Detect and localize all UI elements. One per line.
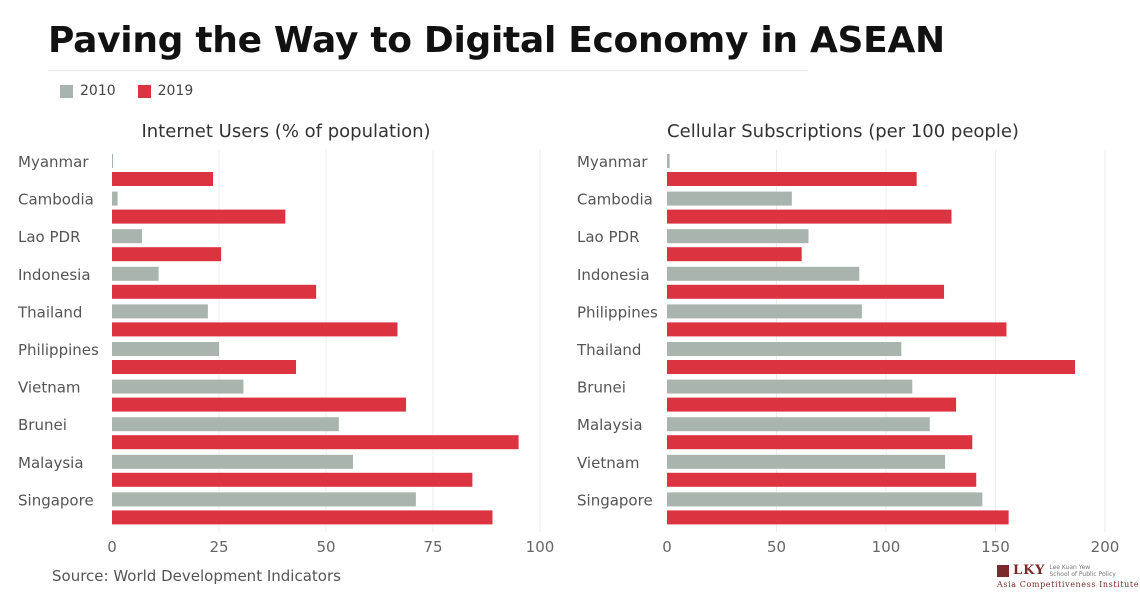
category-label-singapore: Singapore <box>18 491 94 509</box>
bar-philippines-2010 <box>112 342 219 356</box>
bar-lao-pdr-2010 <box>112 229 142 244</box>
x-tick-label-0: 0 <box>107 538 117 556</box>
category-label-brunei: Brunei <box>18 416 67 434</box>
bar-cambodia-2010 <box>667 191 792 206</box>
bar-brunei-2010 <box>112 417 339 432</box>
bar-cambodia-2019 <box>667 209 952 224</box>
bar-thailand-2010 <box>112 304 208 319</box>
bar-philippines-2019 <box>667 322 1007 337</box>
bar-myanmar-2019 <box>667 172 917 186</box>
bar-myanmar-2010 <box>112 154 114 168</box>
bar-thailand-2010 <box>667 342 902 356</box>
bar-vietnam-2019 <box>667 472 977 487</box>
bar-thailand-2019 <box>112 322 398 337</box>
x-tick-label-100: 100 <box>526 538 555 556</box>
category-label-vietnam: Vietnam <box>18 379 81 397</box>
logo-name-line2: School of Public Policy <box>1049 570 1116 578</box>
x-tick-label-200: 200 <box>1091 538 1120 556</box>
title-divider <box>48 70 808 71</box>
category-label-singapore: Singapore <box>577 491 653 509</box>
bar-brunei-2019 <box>667 397 957 412</box>
bar-cambodia-2010 <box>112 191 118 206</box>
bar-indonesia-2010 <box>112 266 159 281</box>
x-tick-label-150: 150 <box>981 538 1010 556</box>
legend-label-2010: 2010 <box>80 83 116 99</box>
x-tick-label-0: 0 <box>662 538 672 556</box>
category-label-lao-pdr: Lao PDR <box>577 228 640 246</box>
bar-cambodia-2019 <box>112 209 286 224</box>
bar-singapore-2010 <box>112 492 416 507</box>
legend-swatch-2010 <box>60 84 73 98</box>
chart-title: Internet Users (% of population) <box>141 121 430 142</box>
category-label-myanmar: Myanmar <box>577 153 648 171</box>
category-label-thailand: Thailand <box>576 341 641 359</box>
bar-philippines-2019 <box>112 360 297 374</box>
category-label-myanmar: Myanmar <box>18 153 89 171</box>
page-title: Paving the Way to Digital Economy in ASE… <box>48 20 945 61</box>
legend-swatch-2019 <box>137 84 151 98</box>
bar-lao-pdr-2019 <box>112 247 222 262</box>
bar-singapore-2019 <box>667 510 1009 525</box>
bar-myanmar-2019 <box>112 172 214 186</box>
bar-vietnam-2010 <box>112 379 244 394</box>
lky-logo: LKY Lee Kuan Yew School of Public Policy… <box>997 563 1140 593</box>
category-label-cambodia: Cambodia <box>577 191 653 209</box>
legend: 2010 2019 <box>60 83 193 99</box>
x-tick-label-100: 100 <box>872 538 901 556</box>
bar-brunei-2019 <box>112 435 519 450</box>
x-tick-label-50: 50 <box>767 538 786 556</box>
logo-name-line1: Lee Kuan Yew <box>1049 563 1091 571</box>
bar-lao-pdr-2010 <box>667 229 809 244</box>
bar-singapore-2010 <box>667 492 983 507</box>
category-label-lao-pdr: Lao PDR <box>18 228 81 246</box>
chart-title: Cellular Subscriptions (per 100 people) <box>667 121 1019 142</box>
logo-square-icon <box>997 564 1009 577</box>
bar-singapore-2019 <box>112 510 493 525</box>
category-label-malaysia: Malaysia <box>577 416 643 434</box>
legend-label-2019: 2019 <box>157 83 194 99</box>
legend-item-2010[interactable]: 2010 <box>60 83 116 99</box>
category-label-cambodia: Cambodia <box>18 191 94 209</box>
bar-brunei-2010 <box>667 379 913 394</box>
category-label-brunei: Brunei <box>577 379 626 397</box>
bar-malaysia-2019 <box>667 435 973 450</box>
x-tick-label-50: 50 <box>316 538 335 556</box>
category-label-philippines: Philippines <box>577 303 658 321</box>
legend-item-2019[interactable]: 2019 <box>137 83 194 99</box>
bar-indonesia-2010 <box>667 266 860 281</box>
category-label-philippines: Philippines <box>18 341 99 359</box>
bar-philippines-2010 <box>667 304 862 319</box>
logo-institute: Asia Competitiveness Institute <box>997 580 1140 589</box>
bar-malaysia-2010 <box>667 417 930 432</box>
category-label-malaysia: Malaysia <box>18 454 84 472</box>
category-label-indonesia: Indonesia <box>577 266 650 284</box>
bar-vietnam-2019 <box>112 397 407 412</box>
bar-thailand-2019 <box>667 360 1075 374</box>
x-tick-label-75: 75 <box>423 538 442 556</box>
bar-indonesia-2019 <box>112 284 317 299</box>
source-note: Source: World Development Indicators <box>52 567 341 585</box>
bar-malaysia-2010 <box>112 454 353 469</box>
category-label-thailand: Thailand <box>17 303 82 321</box>
bar-myanmar-2010 <box>667 154 670 168</box>
bar-malaysia-2019 <box>112 472 473 487</box>
bar-lao-pdr-2019 <box>667 247 802 262</box>
bar-indonesia-2019 <box>667 284 945 299</box>
category-label-vietnam: Vietnam <box>577 454 640 472</box>
bar-vietnam-2010 <box>667 454 946 469</box>
x-tick-label-25: 25 <box>209 538 228 556</box>
category-label-indonesia: Indonesia <box>18 266 91 284</box>
logo-mark: LKY <box>1013 563 1046 578</box>
